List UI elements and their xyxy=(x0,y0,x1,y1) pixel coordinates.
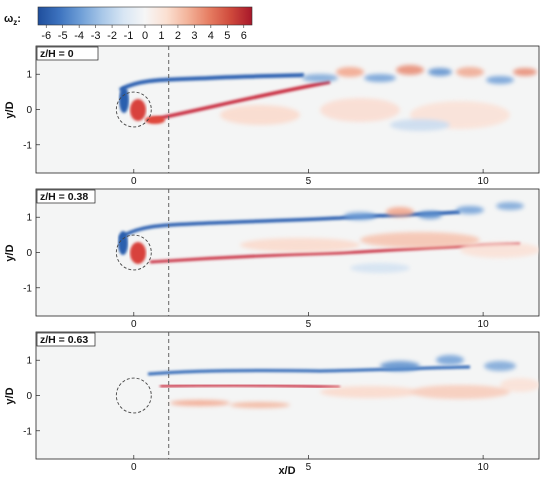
colorbar-tick-label: 4 xyxy=(208,30,214,42)
panel-background xyxy=(35,188,540,317)
panel-title-box xyxy=(36,189,96,204)
vorticity-field xyxy=(147,355,539,408)
y-tick-label: 0 xyxy=(26,248,32,259)
panel-title: z/H = 0.38 xyxy=(40,191,88,203)
cylinder-outline xyxy=(115,377,152,414)
y-tick-label: 1 xyxy=(26,213,32,224)
cylinder-outline xyxy=(115,234,152,271)
y-tick-label: 1 xyxy=(26,70,32,81)
x-tick-label: 0 xyxy=(131,176,137,187)
colorbar-tick-label: -6 xyxy=(41,30,51,42)
colorbar-gradient xyxy=(37,6,253,26)
y-tick-label: 0 xyxy=(26,391,32,402)
colorbar-tick-label: -1 xyxy=(124,30,134,42)
ylabel-panel-1: y/D xyxy=(4,101,16,118)
colorbar-tick-label: 2 xyxy=(175,30,181,42)
panel-title: z/H = 0.63 xyxy=(40,334,88,346)
colorbar-ticks: -6 -5 -4 -3 -2 -1 0 1 2 3 4 5 6 xyxy=(41,25,247,42)
colorbar-tick-label: -4 xyxy=(74,30,84,42)
x-tick-label: 0 xyxy=(131,462,137,473)
x-tick-label: 5 xyxy=(306,176,312,187)
y-tick-label: 0 xyxy=(26,105,32,116)
colorbar-tick-label: -5 xyxy=(58,30,68,42)
colorbar-tick-label: 3 xyxy=(191,30,197,42)
x-tick-label: 0 xyxy=(131,319,137,330)
y-tick-label: 1 xyxy=(26,356,32,367)
x-tick-label: 10 xyxy=(478,176,490,187)
colorbar: ωz: -6 -5 -4 -3 -2 -1 0 1 2 3 4 5 6 xyxy=(4,6,253,42)
y-tick-label: -1 xyxy=(23,426,32,437)
x-tick-label: 5 xyxy=(306,462,312,473)
vorticity-field xyxy=(118,65,537,131)
cylinder-outline xyxy=(115,91,152,128)
panel-title-box xyxy=(36,46,99,61)
vorticity-field xyxy=(118,202,539,273)
colorbar-tick-label: 0 xyxy=(142,30,148,42)
colorbar-label: ωz: xyxy=(4,13,21,27)
panel-title: z/H = 0 xyxy=(40,48,74,60)
panel-title-box xyxy=(36,332,96,347)
y-tick-label: -1 xyxy=(23,283,32,294)
colorbar-tick-label: 5 xyxy=(224,30,230,42)
colorbar-tick-label: 1 xyxy=(158,30,164,42)
x-tick-label: 10 xyxy=(478,462,490,473)
colorbar-tick-label: -3 xyxy=(91,30,101,42)
x-tick-label: 5 xyxy=(306,319,312,330)
y-tick-label: -1 xyxy=(23,140,32,151)
colorbar-tick-label: 6 xyxy=(241,30,247,42)
ylabel-panel-2: y/D xyxy=(4,244,16,261)
xlabel: x/D xyxy=(278,465,295,477)
x-tick-label: 10 xyxy=(478,319,490,330)
ylabel-panel-3: y/D xyxy=(4,387,16,404)
colorbar-tick-label: -2 xyxy=(107,30,117,42)
